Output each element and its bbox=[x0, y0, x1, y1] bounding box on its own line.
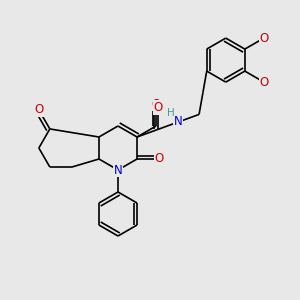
Text: O: O bbox=[153, 101, 162, 114]
Text: H: H bbox=[167, 108, 174, 118]
Text: O: O bbox=[154, 152, 164, 166]
Text: N: N bbox=[114, 164, 122, 176]
Text: N: N bbox=[174, 116, 183, 128]
Text: O: O bbox=[34, 103, 44, 116]
Text: O: O bbox=[259, 76, 268, 88]
Text: O: O bbox=[259, 32, 268, 45]
Text: O: O bbox=[152, 98, 161, 110]
